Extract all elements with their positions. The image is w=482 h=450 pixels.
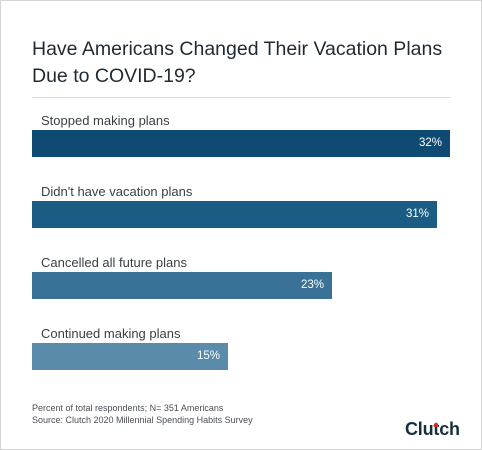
bar: 23% [32, 272, 332, 299]
clutch-logo: Clutch [405, 419, 460, 439]
category-label: Cancelled all future plans [41, 255, 187, 270]
footnote-source: Source: Clutch 2020 Millennial Spending … [32, 415, 253, 425]
bar: 31% [32, 201, 437, 228]
category-label: Didn't have vacation plans [41, 184, 193, 199]
clutch-logo-dot [434, 423, 438, 427]
category-label: Stopped making plans [41, 113, 170, 128]
chart-title-line-2: Due to COVID-19? [32, 65, 196, 87]
chart-footnote: Percent of total respondents; N= 351 Ame… [32, 402, 253, 426]
bar-value-label: 15% [196, 350, 220, 362]
chart-title-line-1: Have Americans Changed Their Vacation Pl… [32, 38, 443, 60]
bar-value-label: 31% [405, 208, 429, 220]
footnote-sample: Percent of total respondents; N= 351 Ame… [32, 403, 224, 413]
title-divider [32, 97, 450, 98]
chart-title: Have Americans Changed Their Vacation Pl… [32, 36, 462, 90]
bar: 32% [32, 130, 450, 157]
bar: 15% [32, 343, 228, 370]
category-label: Continued making plans [41, 326, 181, 341]
bar-value-label: 32% [418, 137, 442, 149]
bar-value-label: 23% [300, 279, 324, 291]
